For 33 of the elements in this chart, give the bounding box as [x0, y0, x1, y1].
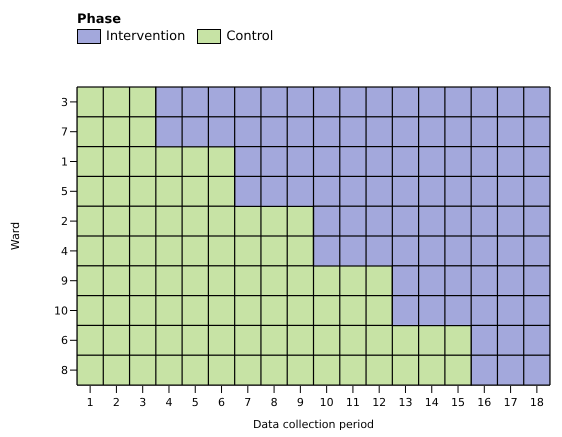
y-tick-label: 3 [61, 96, 68, 109]
x-tick-label: 2 [112, 396, 120, 409]
x-tick-label: 12 [372, 396, 386, 409]
x-tick-label: 9 [296, 396, 304, 409]
x-tick-label: 17 [504, 396, 518, 409]
y-tick-label: 5 [61, 185, 68, 198]
x-tick-label: 5 [192, 396, 199, 409]
x-axis-title: Data collection period [252, 418, 374, 431]
y-tick-label: 6 [61, 334, 68, 348]
y-tick-label: 9 [61, 274, 68, 288]
y-tick-label: 1 [61, 155, 68, 168]
legend-label: Intervention [106, 29, 186, 44]
x-tick-label: 1 [86, 396, 94, 409]
x-tick-label: 3 [139, 396, 146, 409]
y-axis-title: Ward [8, 222, 22, 250]
x-tick-label: 10 [320, 396, 334, 409]
x-tick-label: 7 [244, 396, 252, 409]
x-tick-label: 4 [165, 396, 172, 409]
y-tick-label: 4 [61, 244, 68, 258]
x-tick-label: 16 [477, 396, 492, 409]
y-tick-label: 10 [54, 304, 68, 318]
x-tick-label: 14 [424, 396, 439, 409]
legend-title: Phase [77, 12, 122, 27]
y-tick-label: 2 [61, 215, 68, 228]
x-tick-label: 11 [346, 396, 360, 409]
x-tick-label: 13 [398, 396, 412, 409]
x-tick-label: 15 [451, 396, 466, 409]
x-tick-label: 6 [218, 396, 226, 409]
legend-label: Control [226, 29, 274, 44]
x-tick-label: 18 [530, 396, 544, 409]
y-tick-label: 7 [61, 126, 68, 139]
y-tick-label: 8 [61, 364, 68, 378]
x-tick-label: 8 [270, 396, 278, 409]
